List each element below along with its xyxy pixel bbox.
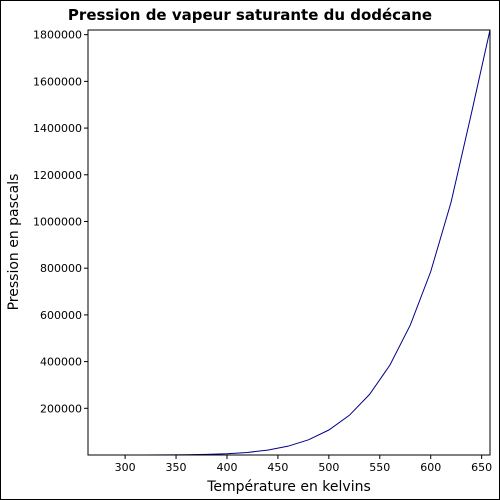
y-tick-label: 1800000 xyxy=(33,29,82,42)
x-tick-label: 400 xyxy=(216,461,237,474)
chart-title: Pression de vapeur saturante du dodécane xyxy=(68,6,432,24)
x-tick-label: 450 xyxy=(267,461,288,474)
x-axis-label: Température en kelvins xyxy=(206,479,371,495)
y-tick-label: 800000 xyxy=(40,262,82,275)
y-tick-label: 1000000 xyxy=(33,215,82,228)
y-tick-label: 1200000 xyxy=(33,169,82,182)
y-tick-label: 1600000 xyxy=(33,75,82,88)
y-tick-label: 200000 xyxy=(40,402,82,415)
x-tick-label: 300 xyxy=(115,461,136,474)
y-tick-label: 1400000 xyxy=(33,122,82,135)
plot-frame xyxy=(87,29,491,456)
y-tick-label: 600000 xyxy=(40,309,82,322)
y-axis-label: Pression en pascals xyxy=(6,174,22,311)
x-tick-label: 350 xyxy=(166,461,187,474)
x-tick-label: 500 xyxy=(318,461,339,474)
x-tick-label: 600 xyxy=(420,461,441,474)
x-tick-label: 550 xyxy=(369,461,390,474)
y-tick-label: 400000 xyxy=(40,356,82,369)
x-tick-label: 650 xyxy=(471,461,492,474)
